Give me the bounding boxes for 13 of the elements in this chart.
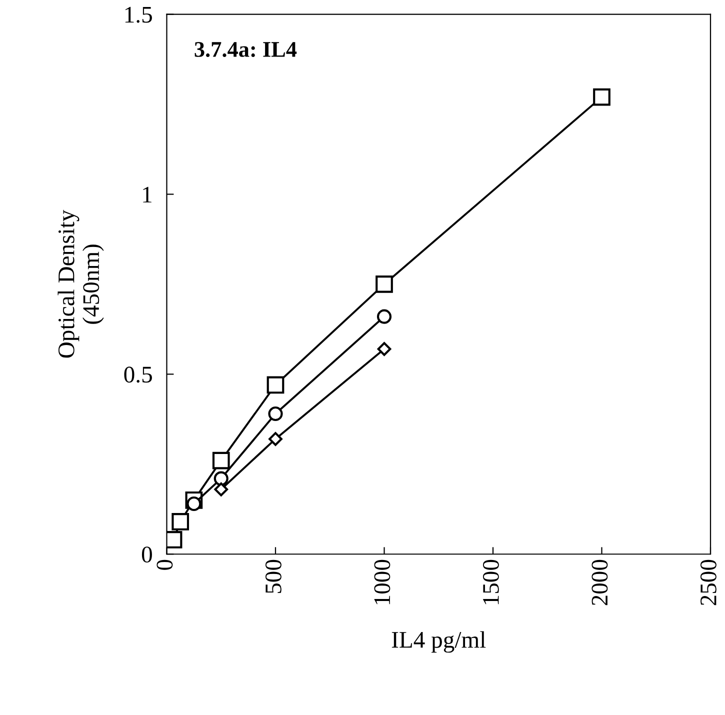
y-axis-title: Optical Density (450nm)	[58, 210, 104, 358]
y-tick-label: 0	[142, 546, 152, 563]
x-tick-label: 1500	[482, 560, 499, 604]
x-tick-label: 500	[265, 560, 282, 594]
text: 3.7.4a: IL4	[194, 42, 297, 58]
x-tick-label: 0	[156, 560, 173, 570]
x-tick-label: 1000	[374, 560, 390, 604]
y-tick-label: 1	[143, 186, 152, 202]
y-tick-label: 0.5	[124, 366, 152, 383]
x-tick-label: 2500	[700, 560, 716, 606]
x-axis-title: IL4 pg/ml	[392, 631, 486, 653]
y-tick-label: 1.5	[125, 6, 152, 23]
x-tick-label: 2000	[592, 560, 608, 606]
